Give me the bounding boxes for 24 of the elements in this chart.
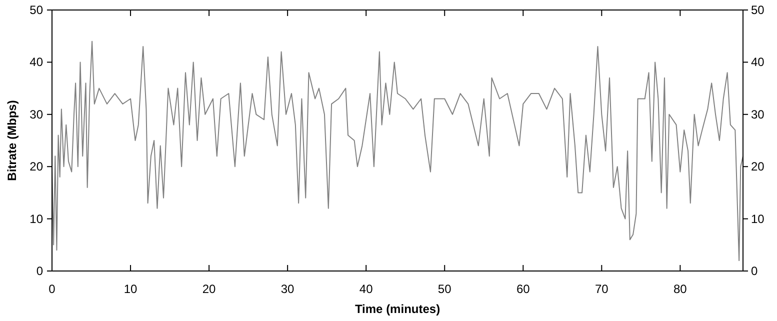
y-tick-label: 10 [30, 212, 44, 226]
y-tick-label: 20 [30, 160, 44, 174]
x-tick-label: 60 [516, 282, 530, 296]
x-tick-label: 20 [202, 282, 216, 296]
x-tick-label: 80 [674, 282, 688, 296]
y2-tick-label: 0 [751, 264, 758, 278]
y-tick-label: 0 [36, 264, 44, 278]
y-tick-label: 50 [30, 3, 44, 17]
x-axis-title: Time (minutes) [354, 302, 440, 316]
y2-tick-label: 20 [751, 160, 765, 174]
x-tick-label: 50 [438, 282, 452, 296]
x-tick-label: 10 [124, 282, 138, 296]
y-tick-label: 30 [30, 107, 44, 122]
x-tick-label: 70 [594, 282, 609, 296]
y2-tick-label: 30 [751, 107, 765, 122]
y-axis-title: Bitrate (Mbps) [5, 100, 19, 181]
line-series [52, 40, 744, 262]
x-tick-label: 0 [48, 282, 56, 296]
y2-tick-label: 10 [751, 212, 765, 226]
y2-tick-label: 50 [751, 3, 765, 17]
y-tick-label: 40 [30, 55, 44, 70]
y2-tick-label: 40 [751, 55, 765, 70]
x-tick-label: 40 [359, 282, 374, 296]
x-tick-label: 30 [280, 282, 295, 296]
